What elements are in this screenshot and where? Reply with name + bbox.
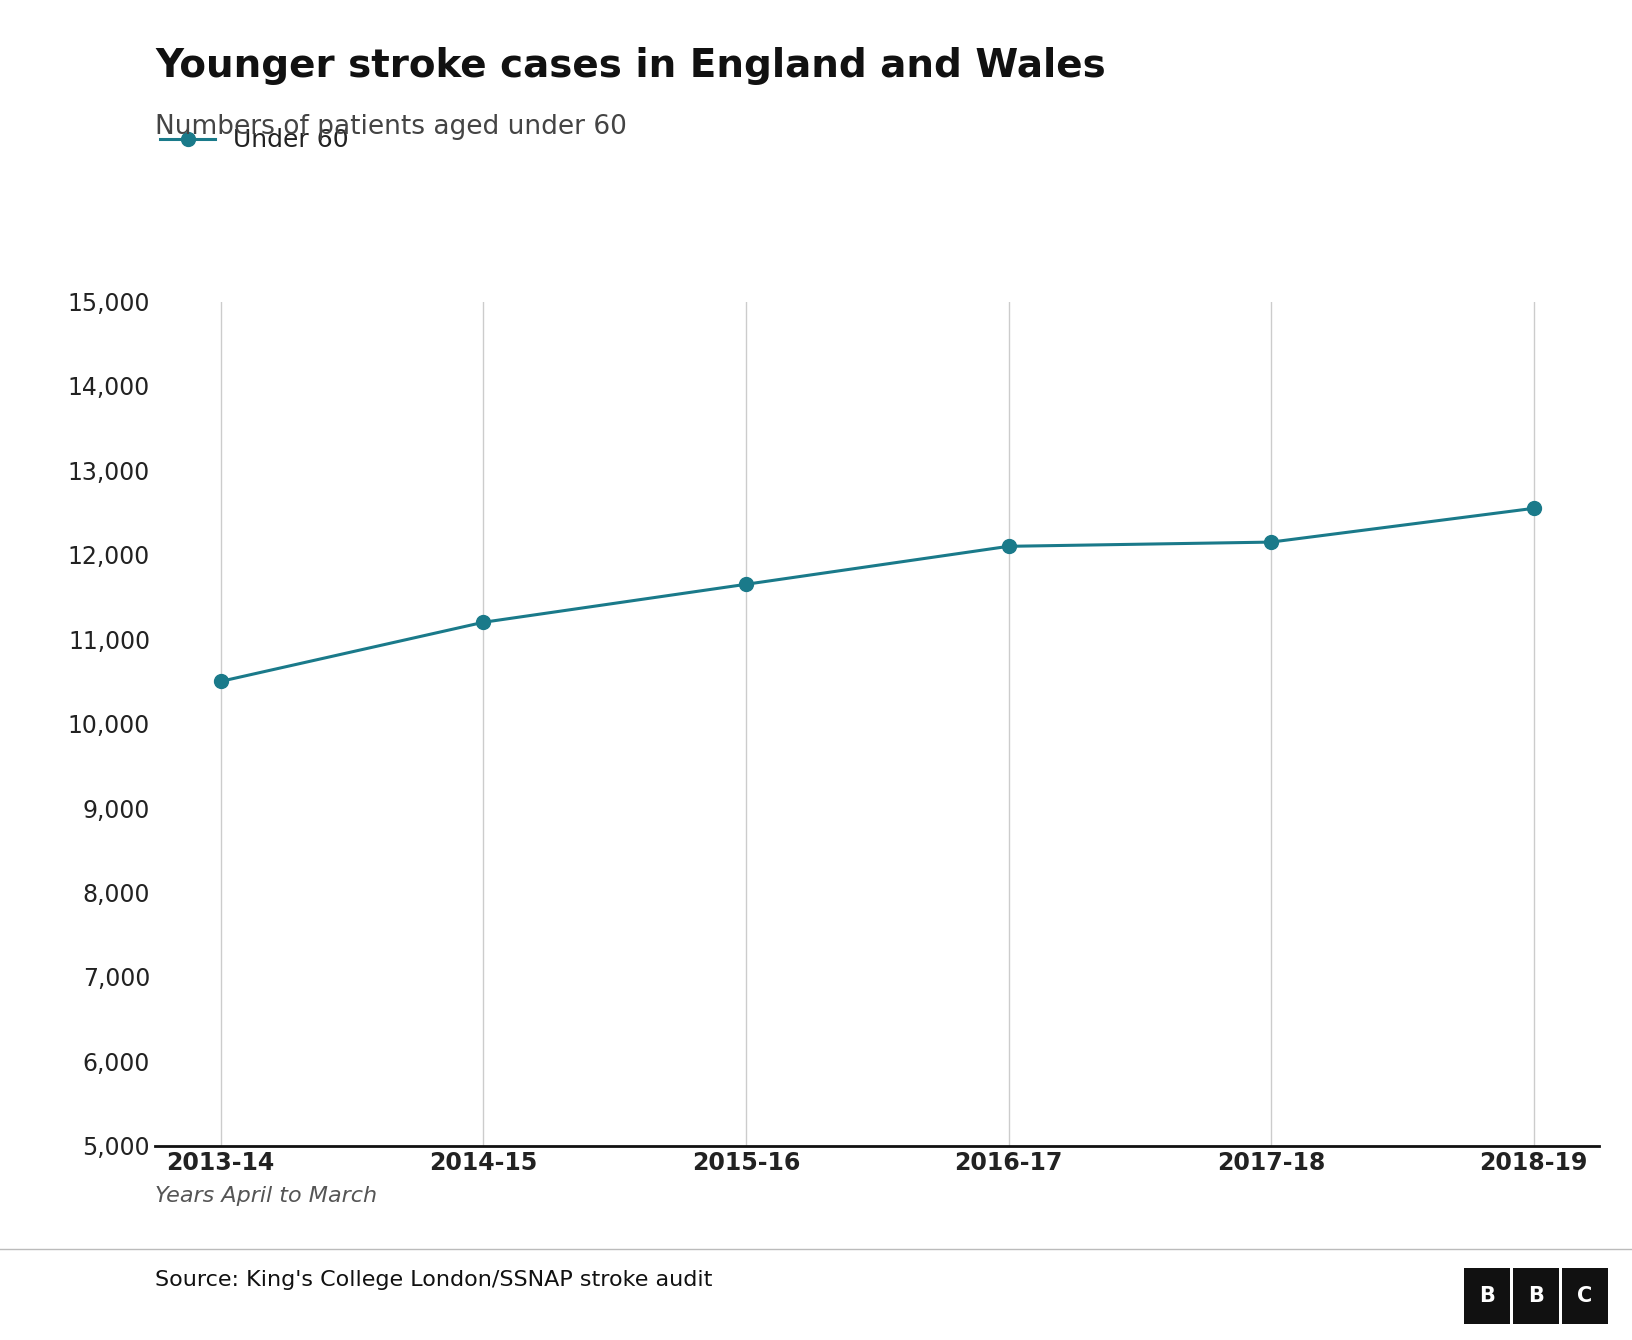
Text: Numbers of patients aged under 60: Numbers of patients aged under 60 [155, 114, 627, 139]
Legend: Under 60: Under 60 [160, 129, 349, 153]
Text: Years April to March: Years April to March [155, 1186, 377, 1206]
Text: Source: King's College London/SSNAP stroke audit: Source: King's College London/SSNAP stro… [155, 1270, 713, 1290]
Text: Younger stroke cases in England and Wales: Younger stroke cases in England and Wale… [155, 47, 1106, 84]
Text: C: C [1577, 1286, 1593, 1305]
Text: B: B [1479, 1286, 1495, 1305]
Text: B: B [1528, 1286, 1544, 1305]
